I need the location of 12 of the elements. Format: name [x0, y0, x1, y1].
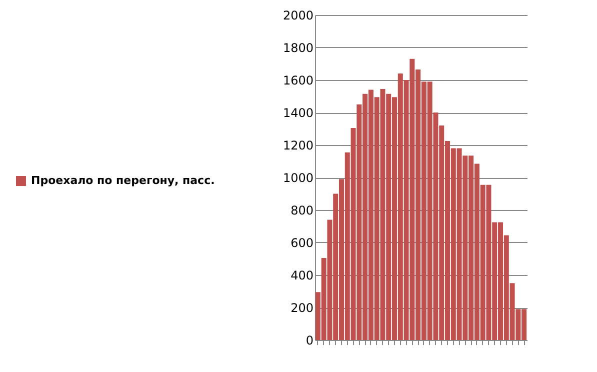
- y-tick-label: 800: [290, 204, 314, 218]
- legend-label: Проехало по перегону, пасс.: [31, 174, 215, 187]
- y-tick-label: 1000: [282, 171, 314, 185]
- y-tick-label: 2000: [282, 8, 314, 22]
- y-tick-label: 1200: [282, 138, 314, 152]
- y-tick-label: 400: [290, 268, 314, 282]
- y-tick-label: 0: [306, 334, 314, 348]
- y-tick-label: 1800: [282, 41, 314, 55]
- y-tick-label: 200: [290, 301, 314, 315]
- y-tick-label: 1600: [282, 74, 314, 88]
- y-tick-label: 600: [290, 236, 314, 250]
- y-tick-label: 1400: [282, 106, 314, 120]
